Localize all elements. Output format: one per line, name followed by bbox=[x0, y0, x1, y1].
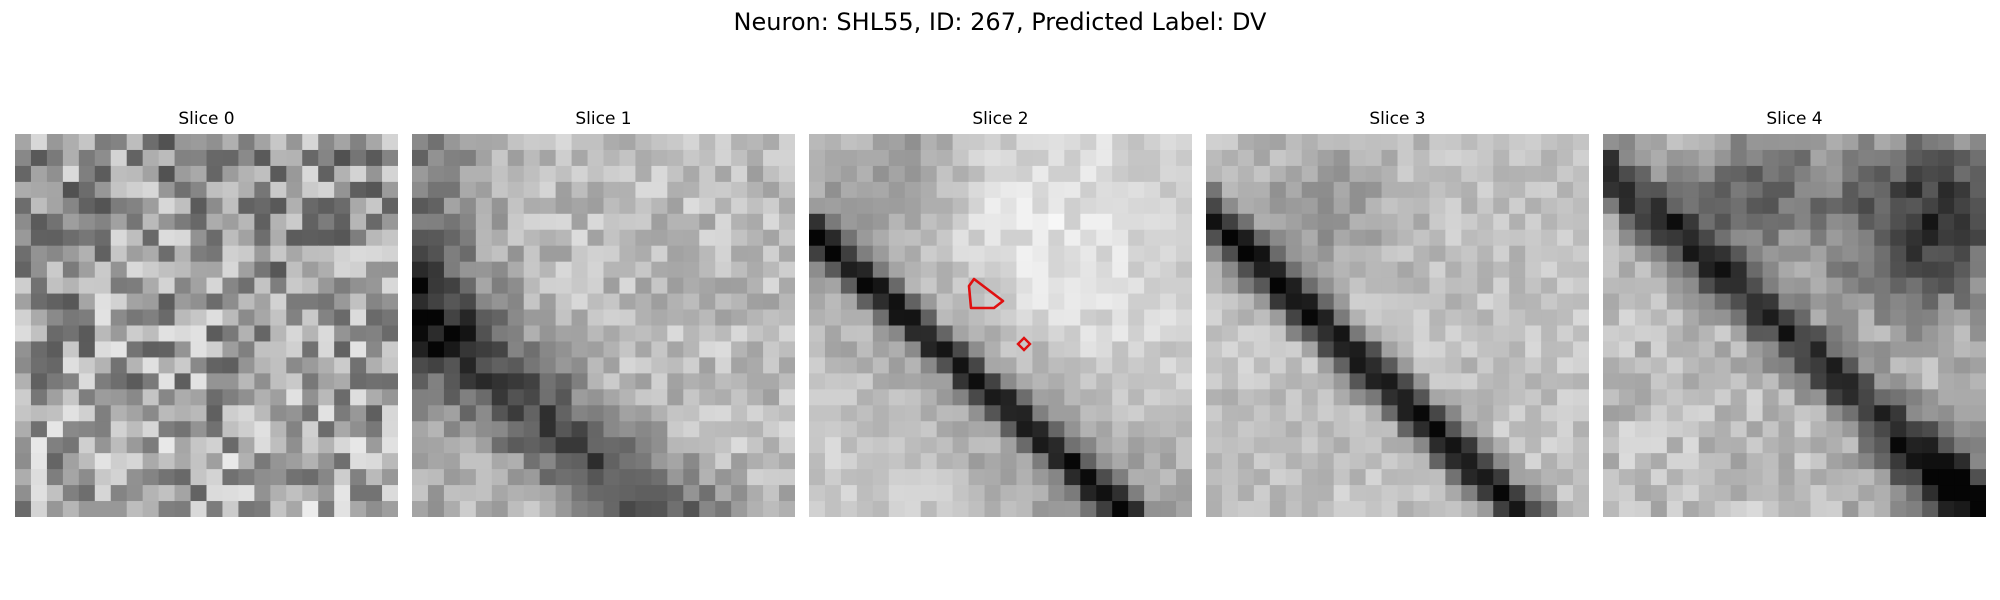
slice-image-2 bbox=[809, 134, 1192, 517]
slice-title-4: Slice 4 bbox=[1766, 109, 1823, 129]
slice-title-3: Slice 3 bbox=[1369, 109, 1426, 129]
slice-title-1: Slice 1 bbox=[575, 109, 632, 129]
slice-image-3 bbox=[1206, 134, 1589, 517]
roi-contour-large bbox=[967, 277, 1005, 310]
figure-title: Neuron: SHL55, ID: 267, Predicted Label:… bbox=[733, 8, 1267, 36]
slice-title-0: Slice 0 bbox=[178, 109, 235, 129]
slice-title-2: Slice 2 bbox=[972, 109, 1029, 129]
roi-contour-small bbox=[1016, 336, 1032, 352]
slice-image-0 bbox=[15, 134, 398, 517]
slice-image-4 bbox=[1603, 134, 1986, 517]
slice-image-1 bbox=[412, 134, 795, 517]
